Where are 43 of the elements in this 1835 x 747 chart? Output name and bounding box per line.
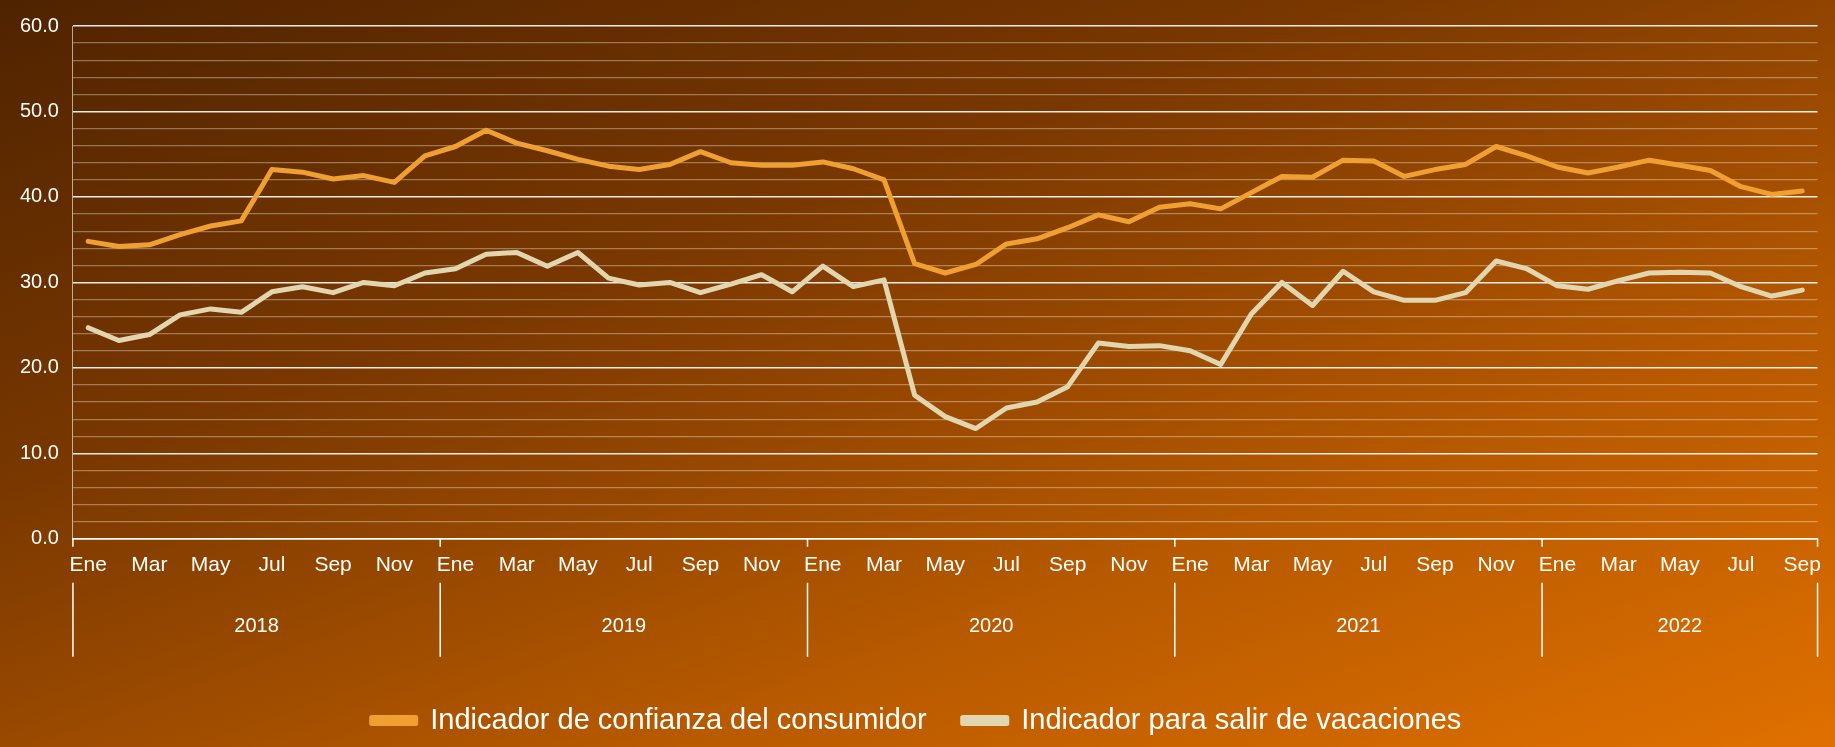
x-tick-label: Mar: [131, 552, 168, 576]
x-tick-label: Jul: [1360, 552, 1388, 576]
x-tick-label: Jul: [993, 552, 1020, 576]
x-tick-label: Nov: [742, 552, 781, 576]
x-tick-label: Sep: [681, 552, 720, 576]
text: 2018: [234, 614, 279, 637]
x-tick-label: Ene: [1538, 552, 1577, 576]
y-tick-label: 30.0: [19, 269, 59, 292]
x-tick-label: Sep: [1783, 552, 1821, 576]
x-tick-label: Sep: [314, 552, 352, 576]
y-tick-label: 50.0: [19, 98, 59, 121]
y-tick-label: 20.0: [19, 355, 59, 378]
x-tick-label: Jul: [258, 552, 286, 576]
x-tick-label: Mar: [498, 552, 535, 576]
x-tick-label: Mar: [1600, 552, 1637, 576]
x-tick-label: May: [190, 552, 231, 576]
x-tick-label: Mar: [1233, 552, 1270, 576]
y-tick-label: 0.0: [31, 526, 59, 549]
x-tick-label: Jul: [1727, 552, 1755, 576]
x-tick-label: May: [1659, 552, 1701, 576]
y-tick-label: 10.0: [19, 440, 59, 463]
x-tick-label: Ene: [69, 552, 107, 576]
x-tick-label: May: [1292, 552, 1333, 576]
text: 2020: [968, 614, 1014, 637]
legend-label: Indicador de confianza del consumidor: [430, 702, 928, 735]
y-tick-label: 60.0: [19, 13, 59, 36]
text: 2022: [1657, 614, 1703, 637]
x-tick-label: Mar: [865, 552, 903, 576]
x-tick-label: Sep: [1048, 552, 1087, 576]
x-tick-label: Jul: [625, 552, 653, 576]
x-tick-label: Sep: [1416, 552, 1454, 576]
x-tick-label: Nov: [1477, 552, 1516, 576]
x-tick-label: Nov: [375, 552, 414, 576]
x-tick-label: Ene: [804, 552, 842, 576]
x-tick-label: May: [925, 552, 966, 576]
x-tick-label: Ene: [436, 552, 475, 576]
x-tick-label: Nov: [1110, 552, 1149, 576]
x-tick-label: May: [558, 552, 599, 576]
text: 2019: [601, 614, 647, 637]
text: 2021: [1336, 614, 1381, 637]
x-tick-label: Ene: [1171, 552, 1209, 576]
y-tick-label: 40.0: [19, 184, 59, 207]
legend-label: Indicador para salir de vacaciones: [1021, 702, 1462, 735]
